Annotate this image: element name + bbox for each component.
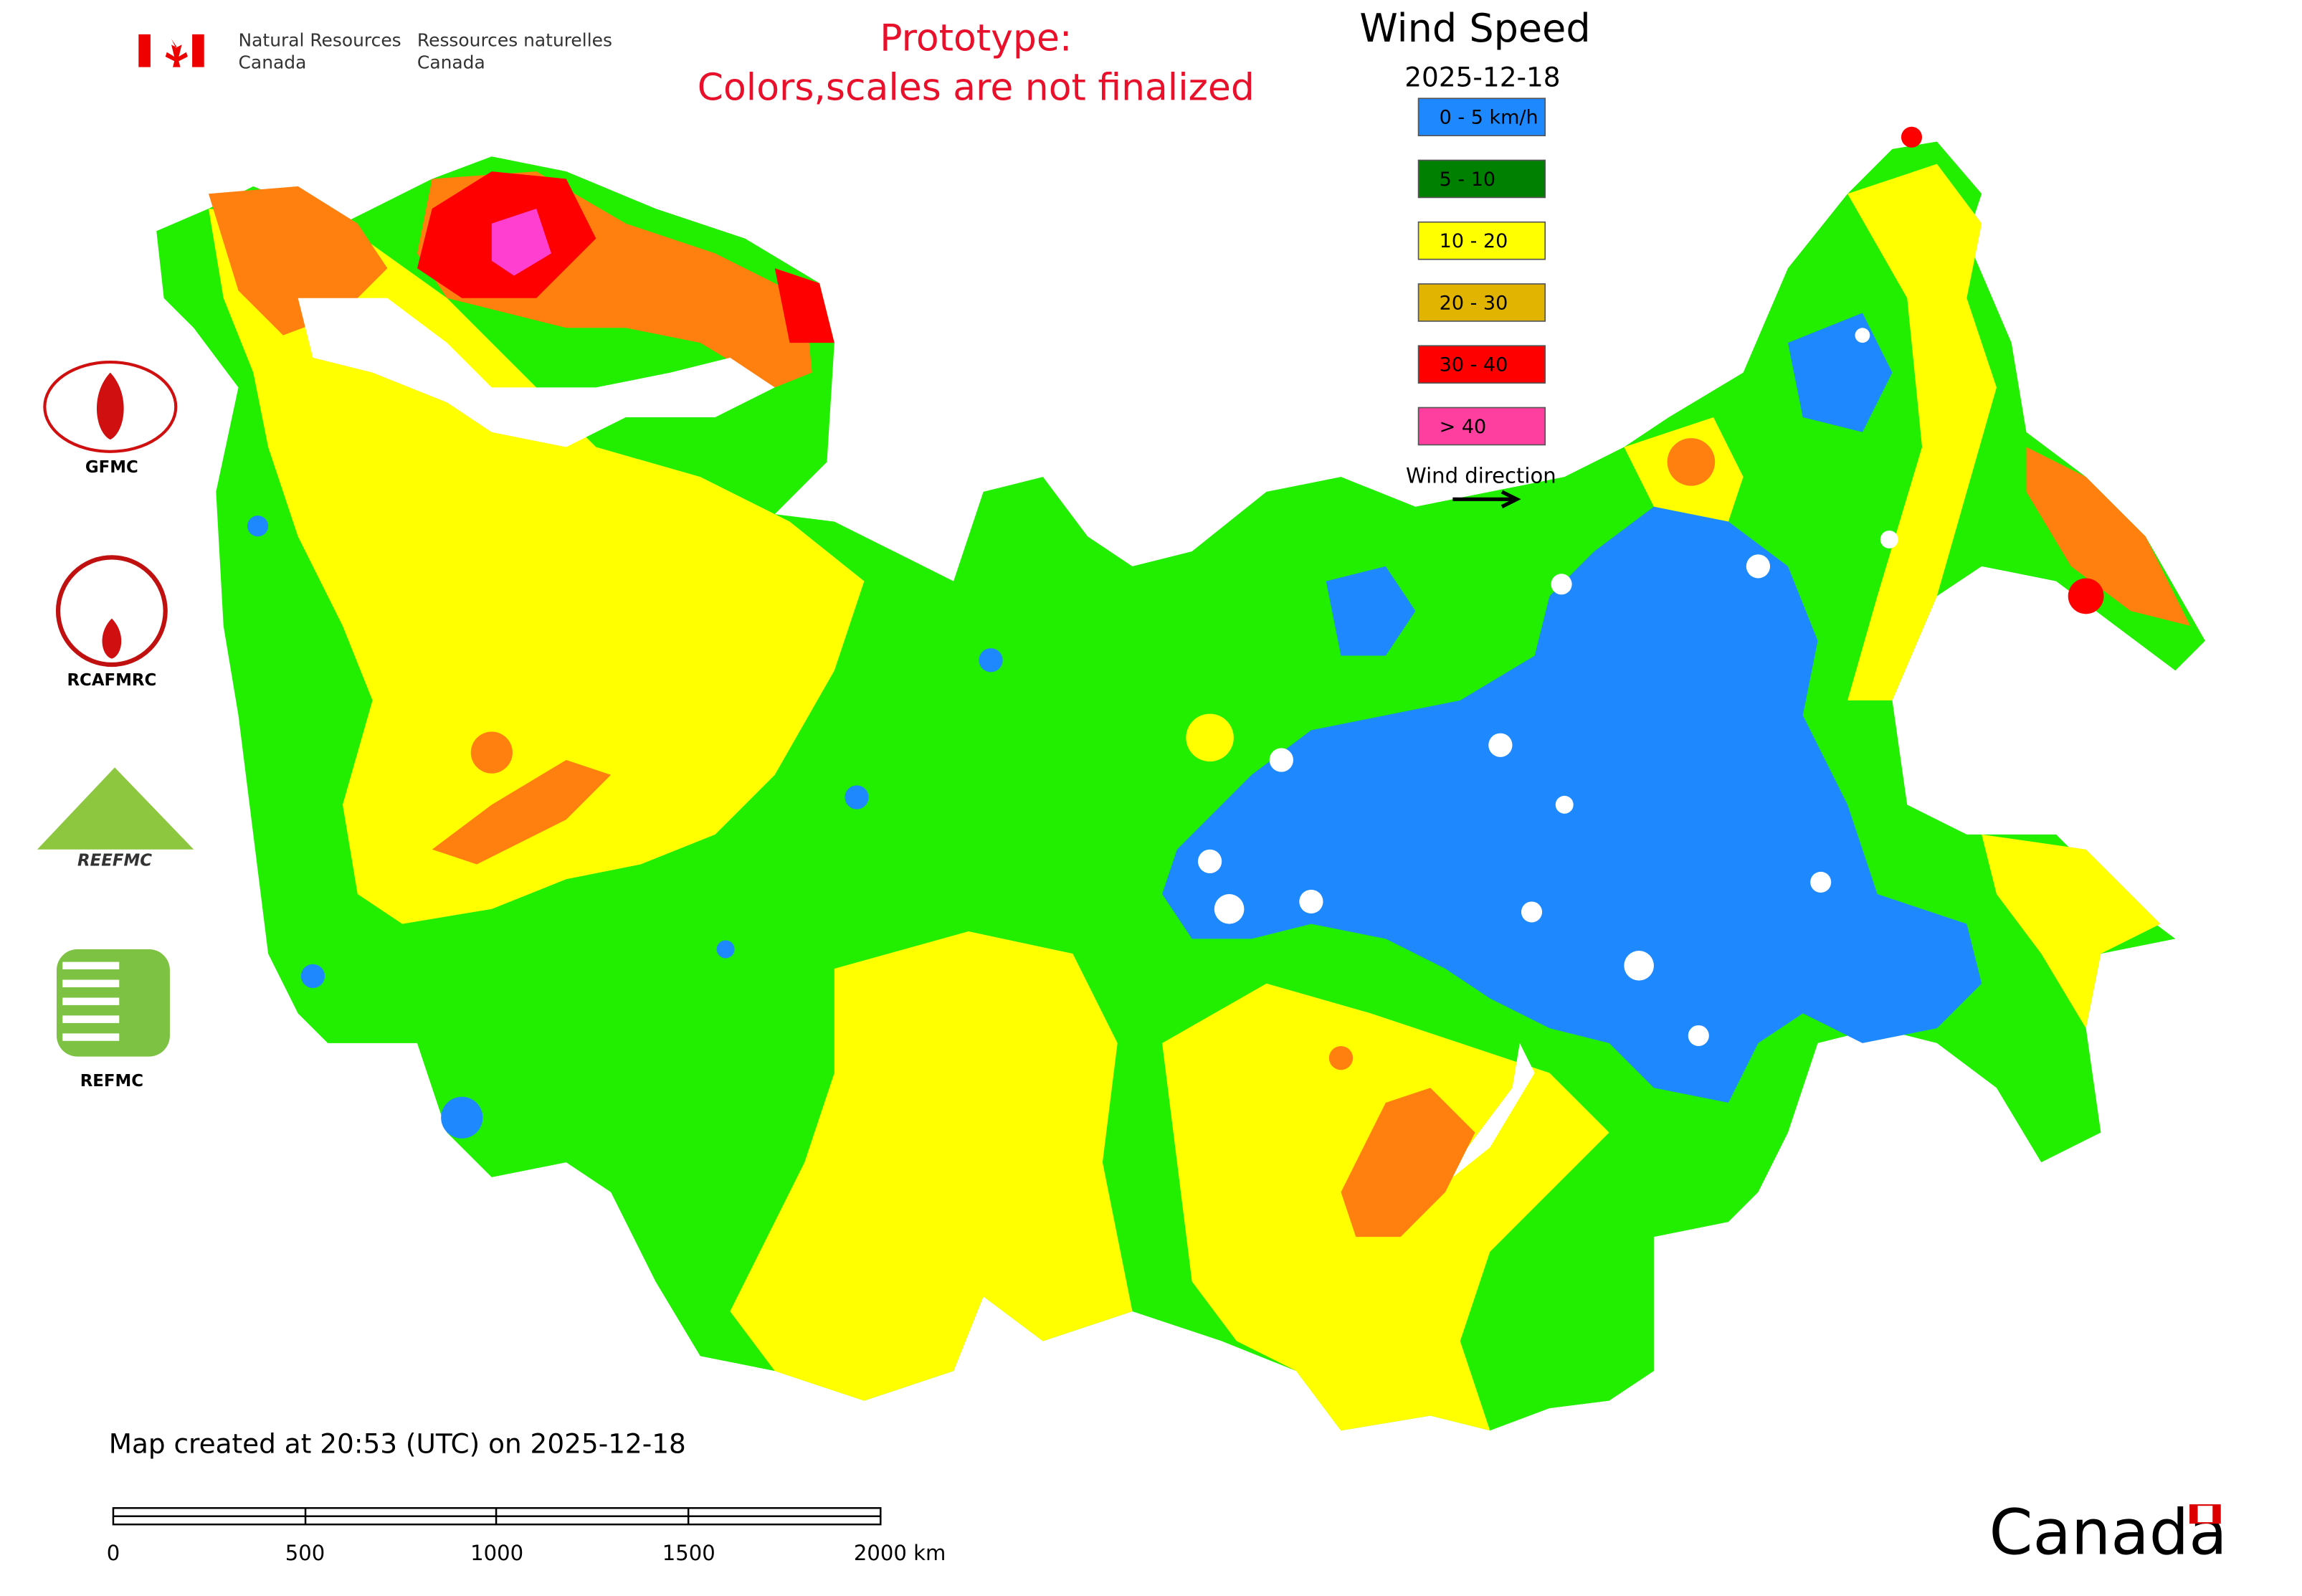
logos: GFMC RCAFMRC REEFMC REFMC [37, 361, 194, 1091]
scale-label: 2000 km [854, 1541, 946, 1565]
scale-label: 1500 [662, 1541, 715, 1565]
legend-label: 0 - 5 km/h [1440, 107, 1538, 129]
agency-fr: Canada [417, 52, 485, 73]
logo-label: REEFMC [77, 852, 152, 870]
gc-signature: Natural Resources Canada Ressources natu… [138, 29, 612, 73]
wordmark: Canada [1989, 1496, 2227, 1569]
scale-labels: 0 500 1000 1500 2000 km [107, 1541, 946, 1565]
agency-en: Canada [239, 52, 307, 73]
logo-label: GFMC [85, 458, 138, 477]
legend-label: 20 - 30 [1440, 292, 1508, 314]
agency-fr: Ressources naturelles [417, 29, 612, 50]
prototype-note: Colors,scales are not finalized [698, 66, 1255, 109]
legend-swatch [1417, 345, 1546, 384]
prototype-note: Prototype: [880, 17, 1072, 60]
agency-en: Natural Resources [239, 29, 401, 50]
legend-title: Wind Speed [1359, 6, 1590, 51]
created-note: Map created at 20:53 (UTC) on 2025-12-18 [109, 1428, 686, 1459]
legend-swatch [1417, 407, 1546, 446]
legend-label: 30 - 40 [1440, 354, 1508, 376]
scale-label: 0 [107, 1541, 120, 1565]
scale-label: 500 [285, 1541, 325, 1565]
legend-label: 5 - 10 [1440, 168, 1495, 191]
legend-swatch [1417, 159, 1546, 199]
wind-map [156, 126, 2205, 1431]
legend-swatch [1417, 283, 1546, 322]
logo-label: REFMC [80, 1072, 143, 1091]
wind-arrow [1452, 490, 1521, 509]
legend-date: 2025-12-18 [1404, 62, 1560, 93]
legend-swatch [1417, 221, 1546, 260]
legend-label: 10 - 20 [1440, 230, 1508, 252]
scale-bar [112, 1507, 882, 1526]
scale-label: 1000 [470, 1541, 523, 1565]
logo-label: RCAFMRC [67, 671, 156, 690]
legend-label: > 40 [1440, 416, 1487, 438]
legend-swatch [1417, 98, 1546, 137]
canada-wordmark: Canada [1989, 1496, 2227, 1569]
wind-direction-label: Wind direction [1406, 463, 1556, 488]
legend: 0 - 5 km/h 5 - 10 10 - 20 20 - 30 30 - 40 > 4… [1417, 98, 1546, 446]
